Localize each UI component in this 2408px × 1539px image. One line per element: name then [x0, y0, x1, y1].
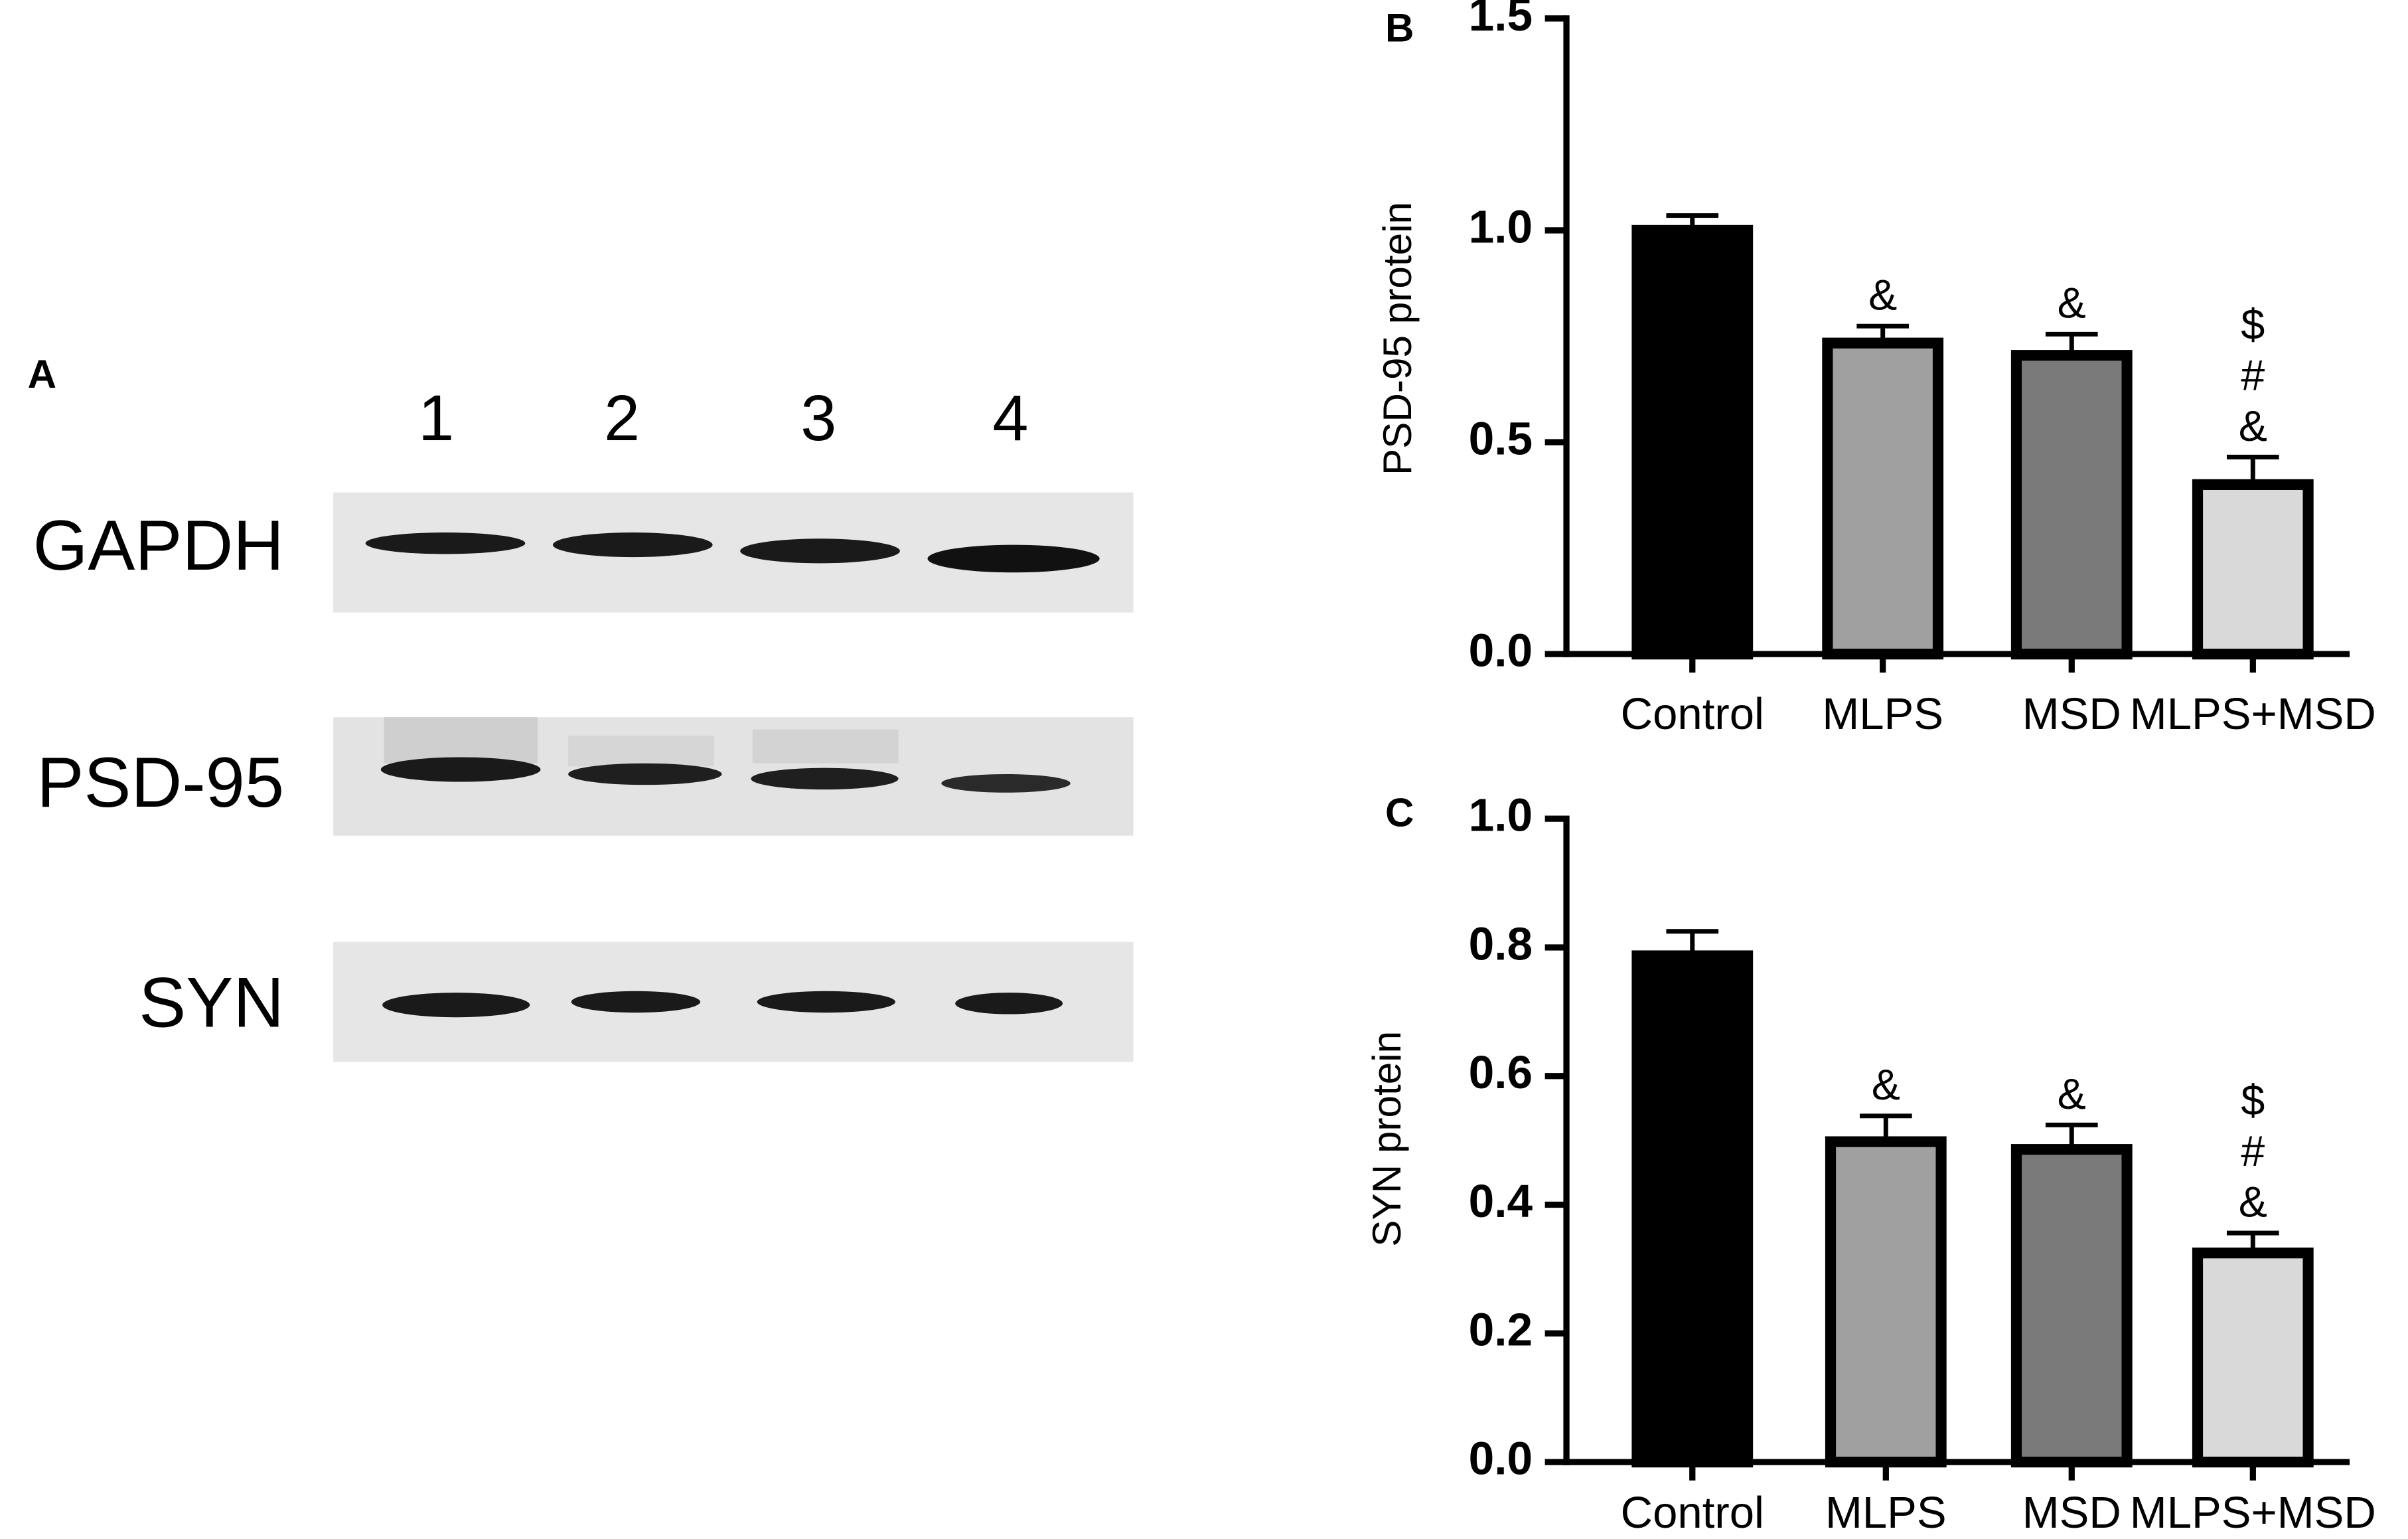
lane-label: 2 [604, 382, 640, 454]
x-tick-label: Control [1621, 689, 1764, 739]
bar [1631, 224, 1754, 660]
annotation: & [2239, 1178, 2267, 1226]
y-tick-label: 0.6 [1469, 1046, 1533, 1098]
lane-label: 4 [992, 382, 1028, 454]
annotation: & [2239, 402, 2267, 450]
annotation: $ [2241, 1076, 2265, 1125]
y-tick-label: 0.0 [1469, 624, 1533, 676]
panel-label: A [28, 351, 56, 396]
annotation: # [2241, 1127, 2265, 1175]
x-tick-label: MSD [2022, 1488, 2121, 1538]
y-tick-label: 0.2 [1469, 1304, 1533, 1356]
bar [1825, 1136, 1947, 1468]
panel-label: B [1385, 5, 1414, 50]
y-tick-label: 1.0 [1469, 201, 1533, 252]
x-tick-label: MSD [2022, 689, 2121, 739]
annotation: & [1872, 1060, 1900, 1109]
y-tick-label: 0.5 [1469, 412, 1533, 464]
y-axis-label: SYN protein [1364, 1031, 1409, 1247]
y-tick-label: 1.0 [1469, 789, 1533, 841]
bar [1822, 337, 1944, 660]
x-tick-label: MLPS [1822, 689, 1943, 739]
annotation: $ [2241, 300, 2265, 349]
x-tick-label: MLPS+MSD [2130, 1488, 2376, 1538]
annotation: & [1868, 271, 1897, 319]
bar [2010, 1144, 2133, 1468]
x-tick-label: MLPS [1825, 1488, 1947, 1538]
bar [1631, 950, 1754, 1468]
protein-label: SYN [139, 963, 284, 1042]
y-tick-label: 0.0 [1469, 1432, 1533, 1484]
annotation: # [2241, 351, 2265, 399]
lane-label: 1 [418, 382, 454, 454]
annotation: & [2058, 1070, 2086, 1118]
bar [2192, 1248, 2314, 1468]
x-tick-label: Control [1621, 1488, 1764, 1538]
blot-image [333, 492, 1134, 1062]
y-tick-label: 0.8 [1469, 918, 1533, 969]
y-tick-label: 0.4 [1469, 1175, 1533, 1227]
y-axis-label: PSD-95 protein [1375, 202, 1420, 475]
protein-label: GAPDH [33, 506, 284, 585]
panel-label: C [1385, 789, 1414, 835]
y-tick-label: 1.5 [1469, 0, 1533, 40]
annotation: & [2058, 279, 2086, 327]
lane-label: 3 [800, 382, 836, 454]
protein-label: PSD-95 [37, 743, 284, 822]
bar [2192, 479, 2314, 660]
bar [2010, 350, 2133, 660]
x-tick-label: MLPS+MSD [2130, 689, 2376, 739]
